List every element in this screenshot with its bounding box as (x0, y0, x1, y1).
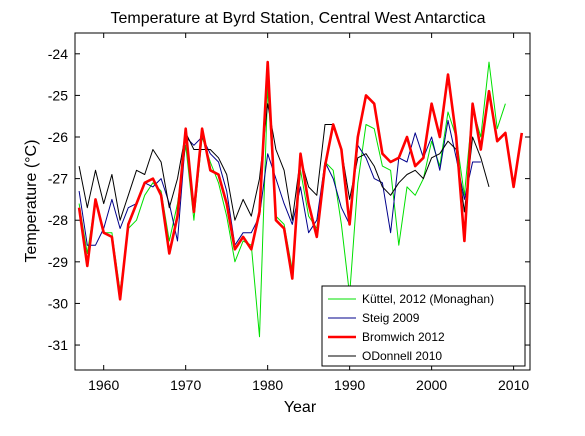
legend-label: Steig 2009 (362, 311, 420, 325)
y-tick-label: -25 (48, 87, 68, 103)
axis-ticks: 1960 1970 1980 1990 2000 2010 -31 -30 -29 -28 -27 -… (48, 33, 530, 393)
x-axis-label: Year (284, 399, 317, 416)
x-tick-label: 1990 (334, 377, 365, 393)
legend: Küttel, 2012 (Monaghan) Steig 2009 Bromwic… (321, 285, 526, 367)
legend-label: ODonnell 2010 (362, 349, 442, 363)
y-tick-label: -28 (48, 212, 68, 228)
y-tick-label: -27 (48, 171, 68, 187)
y-tick-label: -30 (48, 295, 68, 311)
y-tick-label: -24 (48, 46, 68, 62)
y-tick-label: -29 (48, 254, 68, 270)
y-tick-label: -31 (48, 337, 68, 353)
x-tick-label: 1980 (252, 377, 283, 393)
x-tick-label: 1970 (170, 377, 201, 393)
y-tick-label: -26 (48, 129, 68, 145)
series-lines (77, 60, 524, 338)
legend-label: Bromwich 2012 (362, 330, 445, 344)
series-line-2 (77, 60, 524, 301)
series-line-3 (78, 103, 490, 221)
x-tick-label: 2000 (416, 377, 447, 393)
chart-title: Temperature at Byrd Station, Central Wes… (111, 10, 486, 27)
x-tick-label: 2010 (498, 377, 529, 393)
legend-label: Küttel, 2012 (Monaghan) (362, 292, 494, 306)
x-tick-label: 1960 (88, 377, 119, 393)
y-axis-label: Temperature (°C) (23, 140, 40, 263)
